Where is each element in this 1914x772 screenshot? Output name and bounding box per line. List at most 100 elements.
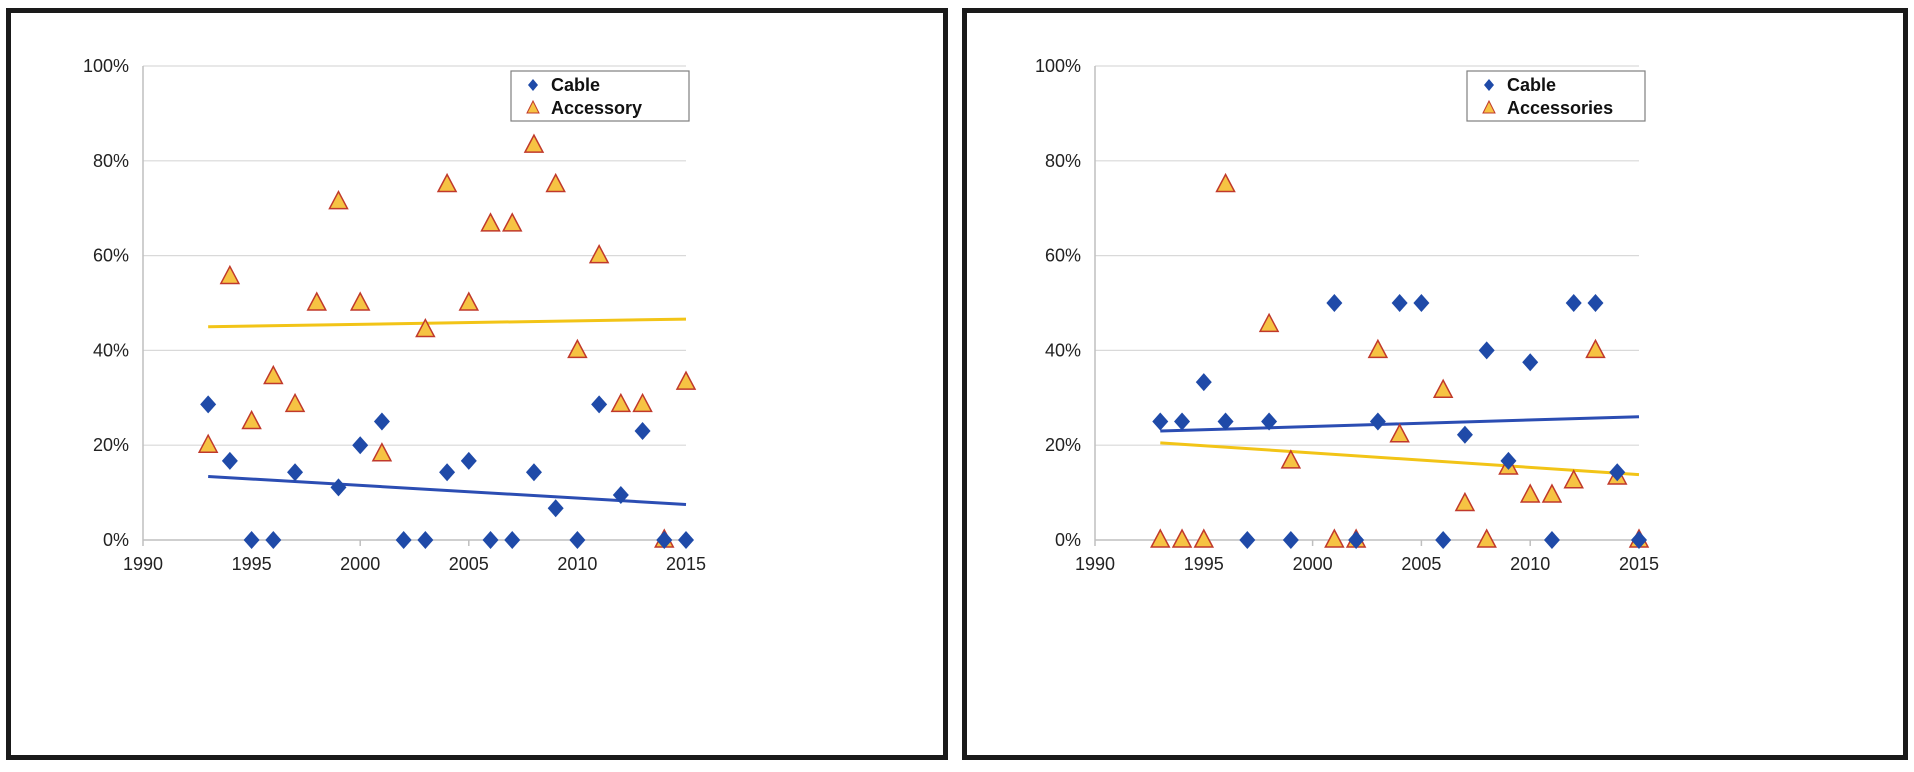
accessory-point <box>241 409 262 430</box>
legend-cable-label: Cable <box>551 75 600 95</box>
x-tick-label: 2005 <box>1401 554 1441 574</box>
legend-accessory-label: Accessory <box>551 98 642 118</box>
accessory-point <box>588 243 610 264</box>
cable-point <box>1152 412 1169 431</box>
y-tick-label: 0% <box>1055 530 1081 550</box>
accessory-point <box>197 433 219 453</box>
cable-point <box>634 421 651 440</box>
accessory-point <box>328 189 349 210</box>
y-tick-label: 100% <box>1035 56 1081 76</box>
cable-point <box>1522 353 1539 372</box>
accessory-point <box>306 291 328 311</box>
accessory-point <box>632 392 653 413</box>
cable-point <box>265 531 282 549</box>
cable-trend-line <box>208 474 687 506</box>
accessory-point <box>1476 528 1497 548</box>
cable-point <box>243 531 260 549</box>
accessory-point <box>371 442 393 462</box>
cable-point <box>1326 294 1343 312</box>
cable-point <box>504 531 521 549</box>
y-tick-label: 80% <box>93 151 129 171</box>
cable-point <box>482 531 499 549</box>
legend-box <box>1466 70 1646 122</box>
x-tick-label: 2015 <box>666 554 706 574</box>
accessory-point <box>1563 469 1584 489</box>
x-tick-label: 2010 <box>557 554 597 574</box>
cable-point <box>1631 531 1647 549</box>
cable-point <box>656 531 673 549</box>
accessory-point <box>263 364 284 385</box>
accessory-point <box>458 291 480 311</box>
legend-cable-label: Cable <box>1507 75 1556 95</box>
cable-point <box>525 463 542 482</box>
cable-point <box>1369 412 1386 431</box>
cable-point <box>200 395 217 414</box>
cable-point <box>1261 412 1278 431</box>
x-tick-label: 2010 <box>1510 554 1550 574</box>
cable-point <box>395 531 412 549</box>
accessory-trend-line <box>1160 441 1640 477</box>
y-tick-label: 60% <box>93 246 129 266</box>
legend-accessory-triangle-icon <box>1482 99 1496 114</box>
chart-panel-right: 0% 20% 40% 60% 80% 100% 1990 1995 2000 2005 2010 20… <box>962 8 1908 760</box>
accessory-point <box>219 264 241 285</box>
accessory-point <box>567 338 588 359</box>
cable-point <box>352 436 369 455</box>
cable-point <box>1587 294 1604 312</box>
cable-point <box>373 412 390 431</box>
cable-point <box>287 463 304 482</box>
accessory-point <box>1171 528 1193 548</box>
y-tick-label: 100% <box>83 56 129 76</box>
scatter-chart-left: 0% 20% 40% 60% 80% 100% 1990 1995 2000 2005 2010 20… <box>83 56 706 574</box>
cable-point <box>612 485 629 504</box>
cable-point <box>417 531 434 549</box>
cable-point <box>439 463 456 482</box>
accessory-point <box>523 133 545 153</box>
x-tick-label: 2015 <box>1619 554 1659 574</box>
legend-accessory-label: Accessories <box>1507 98 1613 118</box>
accessory-point <box>1324 528 1345 548</box>
cable-point <box>547 499 564 518</box>
cable-point <box>460 451 477 470</box>
cable-point <box>1435 531 1452 549</box>
cable-point <box>678 531 694 549</box>
accessory-point <box>1519 483 1541 503</box>
accessory-point <box>349 291 371 311</box>
x-tick-label: 2000 <box>340 554 380 574</box>
accessory-point <box>1193 528 1215 548</box>
accessory-point <box>675 370 697 390</box>
cable-point <box>1282 531 1299 549</box>
cable-point <box>1478 341 1495 360</box>
x-tick-label: 1990 <box>123 554 163 574</box>
accessory-point <box>501 212 523 232</box>
legend-accessory-triangle-icon <box>526 99 540 114</box>
accessory-point <box>1389 423 1410 443</box>
y-tick-label: 40% <box>1045 340 1081 360</box>
accessory-point <box>1454 491 1476 512</box>
accessory-point <box>436 172 458 193</box>
cable-point <box>221 451 238 470</box>
x-tick-label: 1995 <box>1184 554 1224 574</box>
chart-panel-left: 0% 20% 40% 60% 80% 100% 1990 1995 2000 2005 2010 20… <box>6 8 948 760</box>
cable-point <box>330 478 347 497</box>
y-tick-label: 40% <box>93 340 129 360</box>
accessory-point <box>1215 172 1236 193</box>
accessory-point <box>1280 449 1302 469</box>
cable-point <box>1391 294 1408 312</box>
y-tick-label: 80% <box>1045 151 1081 171</box>
accessory-point <box>1585 338 1606 359</box>
accessory-point <box>1258 312 1280 333</box>
cable-point <box>1413 294 1430 312</box>
accessory-point <box>284 392 306 413</box>
cable-point <box>591 395 608 414</box>
x-tick-label: 1990 <box>1075 554 1115 574</box>
cable-point <box>1195 373 1212 392</box>
accessory-point <box>545 172 566 193</box>
cable-point <box>1565 294 1582 312</box>
y-tick-label: 20% <box>93 435 129 455</box>
cable-point <box>1348 531 1365 549</box>
y-tick-label: 60% <box>1045 246 1081 266</box>
cable-point <box>1609 463 1626 482</box>
legend-box <box>510 70 690 122</box>
x-tick-label: 2005 <box>449 554 489 574</box>
